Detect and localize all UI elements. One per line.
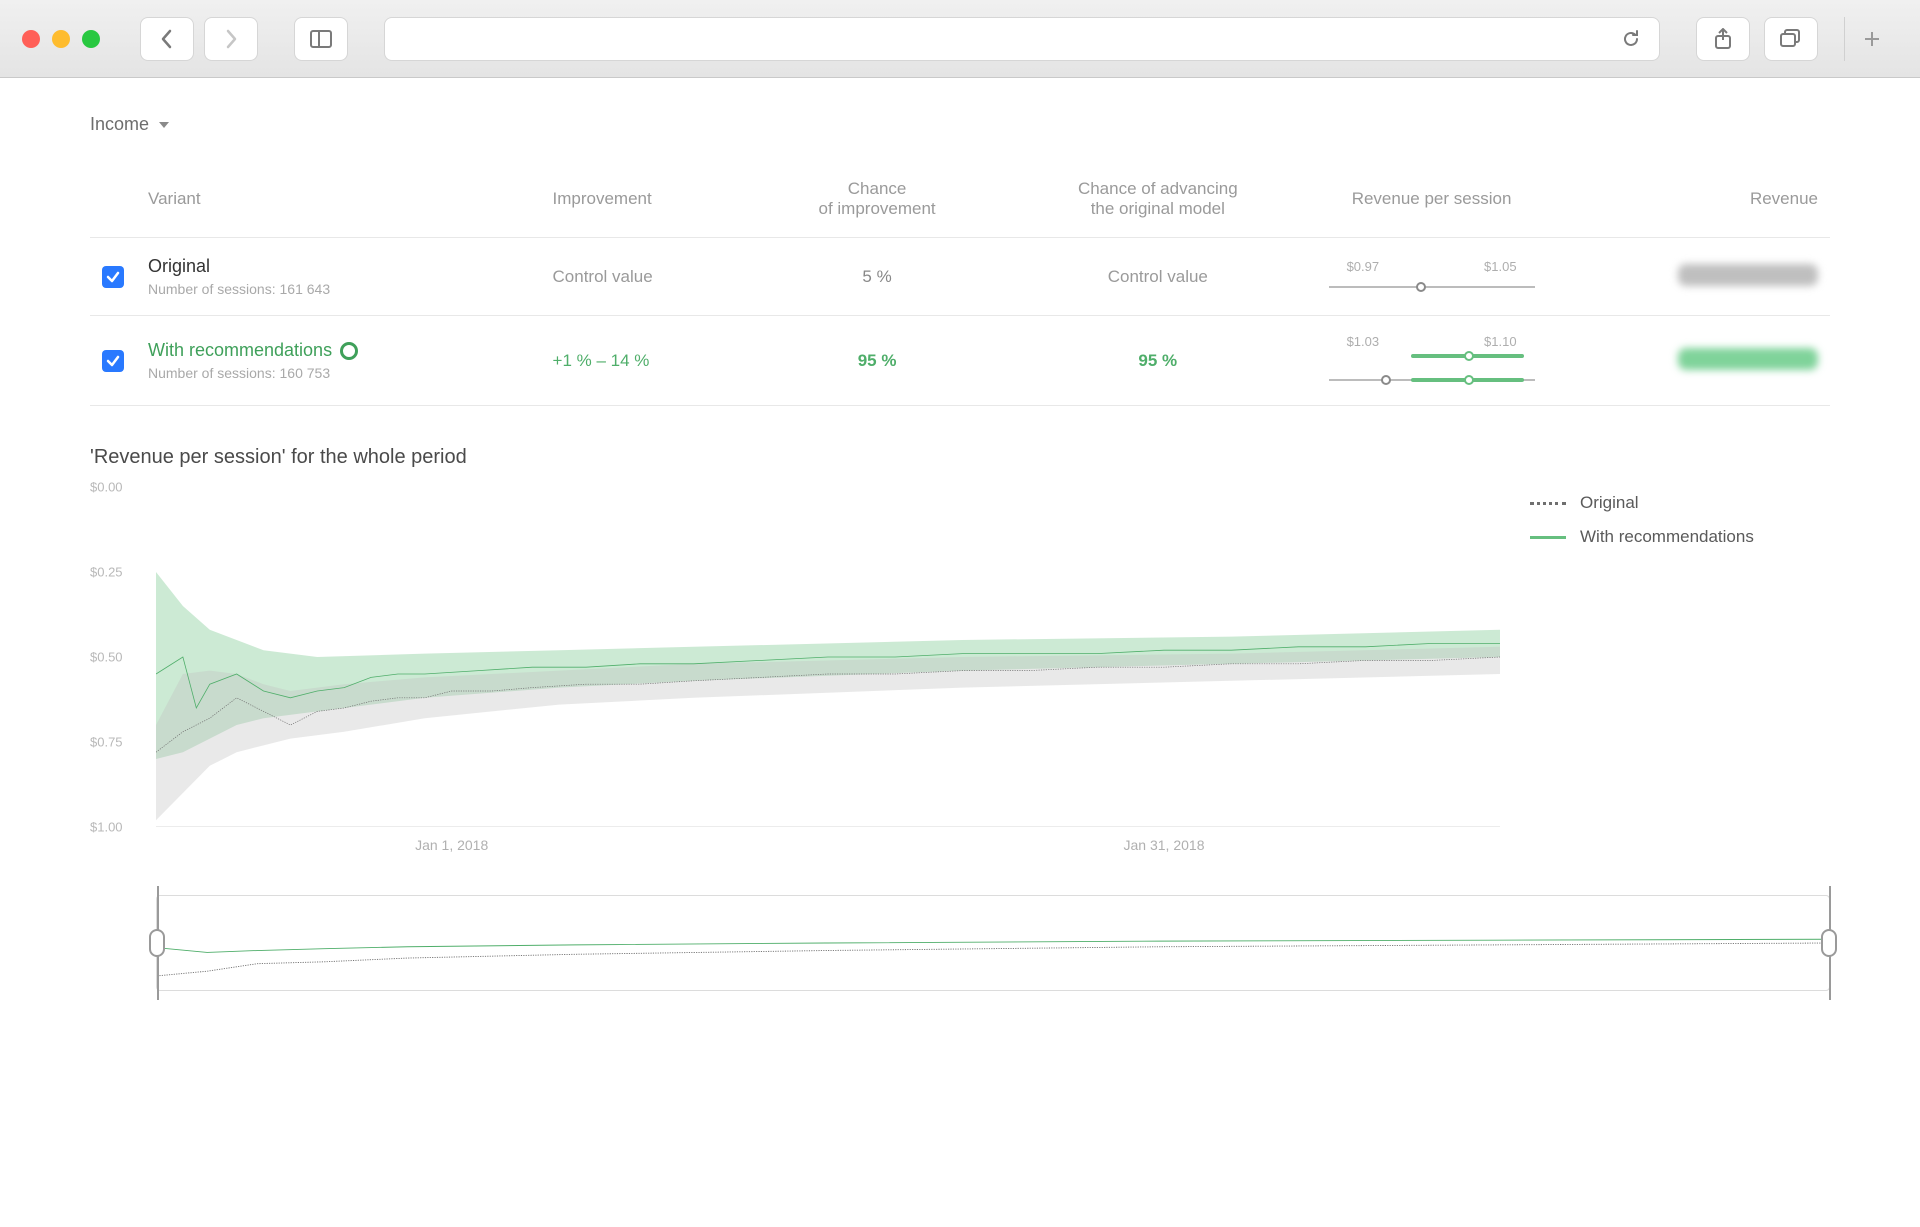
legend-item[interactable]: Original <box>1530 493 1830 513</box>
variant-name: With recommendations <box>148 340 529 361</box>
range-selector-chart[interactable] <box>156 895 1830 991</box>
revenue-value-blurred <box>1547 238 1830 316</box>
forward-button[interactable] <box>204 17 258 61</box>
sidebar-toggle-button[interactable] <box>294 17 348 61</box>
variant-name: Original <box>148 256 529 277</box>
y-axis-tick: $0.25 <box>90 565 123 580</box>
share-button[interactable] <box>1696 17 1750 61</box>
y-axis-tick: $0.00 <box>90 480 123 495</box>
legend-swatch <box>1530 536 1566 539</box>
browser-toolbar <box>0 0 1920 78</box>
sessions-count: Number of sessions: 160 753 <box>148 365 529 381</box>
metric-dropdown-label: Income <box>90 114 149 135</box>
page-content: Income Variant Improvement Chance of imp… <box>0 78 1920 1051</box>
revenue-value-blurred <box>1547 316 1830 406</box>
col-chance-advancing: Chance of advancing the original model <box>999 161 1317 238</box>
y-axis-tick: $0.75 <box>90 735 123 750</box>
range-handle-right[interactable] <box>1821 929 1837 957</box>
table-row: With recommendations Number of sessions: … <box>90 316 1830 406</box>
minimize-window-button[interactable] <box>52 30 70 48</box>
table-row: Original Number of sessions: 161 643 Contr… <box>90 238 1830 316</box>
chance-advancing-value: 95 % <box>999 316 1317 406</box>
x-axis-tick: Jan 1, 2018 <box>415 837 488 853</box>
improvement-value: +1 % – 14 % <box>541 316 756 406</box>
row-checkbox[interactable] <box>102 350 124 372</box>
x-axis-tick: Jan 31, 2018 <box>1124 837 1205 853</box>
rps-sparkline: $1.03$1.10 <box>1317 316 1547 406</box>
chart-legend: Original With recommendations <box>1530 487 1830 867</box>
new-tab-button[interactable] <box>1844 17 1898 61</box>
chart-title: 'Revenue per session' for the whole peri… <box>90 446 1830 469</box>
legend-label: Original <box>1580 493 1639 513</box>
maximize-window-button[interactable] <box>82 30 100 48</box>
chart-wrap: $0.00$0.25$0.50$0.75$1.00Jan 1, 2018Jan … <box>90 487 1830 867</box>
col-revenue: Revenue <box>1547 161 1830 238</box>
legend-swatch <box>1530 502 1566 505</box>
chance-improvement-value: 5 % <box>755 238 999 316</box>
range-handle-left[interactable] <box>149 929 165 957</box>
close-window-button[interactable] <box>22 30 40 48</box>
table-header-row: Variant Improvement Chance of improvemen… <box>90 161 1830 238</box>
metric-dropdown[interactable]: Income <box>90 114 1830 135</box>
col-variant: Variant <box>136 161 541 238</box>
y-axis-tick: $0.50 <box>90 650 123 665</box>
tabs-button[interactable] <box>1764 17 1818 61</box>
rps-sparkline: $0.97$1.05 <box>1317 238 1547 316</box>
legend-item[interactable]: With recommendations <box>1530 527 1830 547</box>
row-checkbox[interactable] <box>102 266 124 288</box>
window-controls <box>22 30 100 48</box>
chance-improvement-value: 95 % <box>755 316 999 406</box>
main-chart: $0.00$0.25$0.50$0.75$1.00Jan 1, 2018Jan … <box>90 487 1500 867</box>
col-chance-improvement: Chance of improvement <box>755 161 999 238</box>
legend-label: With recommendations <box>1580 527 1754 547</box>
winner-badge-icon <box>340 342 358 360</box>
y-axis-tick: $1.00 <box>90 820 123 835</box>
nav-buttons <box>140 17 258 61</box>
back-button[interactable] <box>140 17 194 61</box>
chevron-down-icon <box>159 122 169 128</box>
reload-icon[interactable] <box>1621 29 1641 49</box>
improvement-value: Control value <box>541 238 756 316</box>
col-rps: Revenue per session <box>1317 161 1547 238</box>
sessions-count: Number of sessions: 161 643 <box>148 281 529 297</box>
address-bar[interactable] <box>384 17 1660 61</box>
toolbar-right <box>1696 17 1818 61</box>
chance-advancing-value: Control value <box>999 238 1317 316</box>
col-improvement: Improvement <box>541 161 756 238</box>
variants-table: Variant Improvement Chance of improvemen… <box>90 161 1830 406</box>
